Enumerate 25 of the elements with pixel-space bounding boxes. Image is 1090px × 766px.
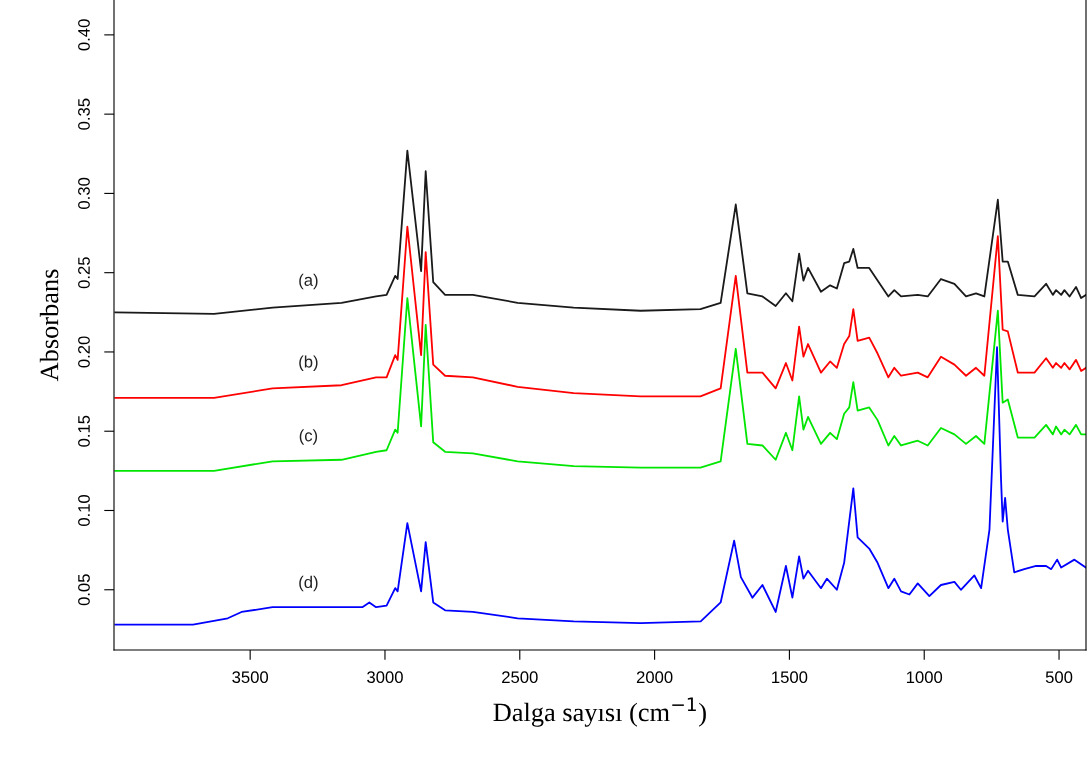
y-tick-label: 0.15	[78, 415, 90, 447]
y-tick-label: 0.35	[78, 98, 90, 130]
y-tick-label: 0.30	[78, 177, 90, 209]
y-tick-label: 0.40	[78, 19, 90, 51]
line-series	[114, 149, 1086, 315]
line-series	[114, 225, 1086, 399]
x-tick-label: 1000	[906, 671, 943, 684]
x-tick-label: 3000	[367, 671, 403, 684]
series-label: (c)	[299, 429, 318, 445]
x-tick-label: 3500	[232, 671, 269, 684]
line-series	[114, 346, 1086, 626]
line-series	[114, 297, 1086, 472]
y-tick-label: 0.10	[78, 494, 90, 527]
x-tick-label: 2500	[502, 671, 538, 684]
y-tick-label: 0.25	[78, 257, 90, 289]
x-axis-title: Dalga sayısı (cm$^{−1}$)	[493, 697, 706, 727]
x-tick-label: 1500	[772, 671, 808, 684]
series-label: (d)	[299, 575, 318, 592]
y-tick-label: 0.20	[78, 336, 90, 368]
x-tick-label: 2000	[636, 671, 673, 684]
y-axis-title: Absorbans	[39, 269, 59, 382]
x-tick-label: 500	[1045, 671, 1073, 684]
y-tick-label: 0.05	[78, 574, 90, 606]
series-label: (a)	[299, 273, 318, 290]
series-label: (b)	[299, 355, 318, 371]
